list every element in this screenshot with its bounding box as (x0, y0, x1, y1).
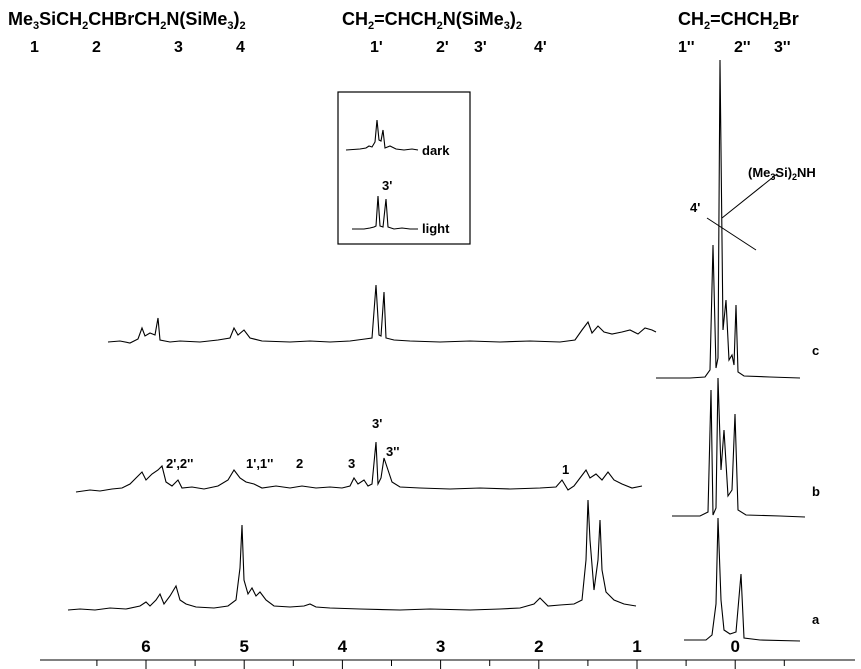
x-axis-tick-label: 5 (239, 637, 248, 656)
inset-label-dark: dark (422, 143, 450, 158)
compound-2-num-1: 1' (370, 39, 383, 56)
x-axis-tick-label: 2 (534, 637, 543, 656)
spectrum-a-trace (67, 499, 637, 611)
compound-2-formula: CH2=CHCH2N(SiMe3)2 (342, 9, 522, 32)
peak-label-3: 3 (348, 456, 355, 471)
spectrum-c-label: c (812, 343, 819, 358)
compound-1-num-4: 4 (236, 39, 245, 56)
peak-label-1: 1 (562, 462, 569, 477)
x-axis-tick-label: 4 (338, 637, 348, 656)
inset-label-3prime: 3' (382, 178, 392, 193)
compound-1-formula: Me3SiCH2CHBrCH2N(SiMe3)2 (8, 9, 246, 32)
compound-1-num-2: 2 (92, 39, 101, 56)
peak-label-2p-2pp: 2',2'' (166, 456, 193, 471)
x-axis-tick-label: 0 (730, 637, 739, 656)
x-axis-tick-label: 3 (436, 637, 445, 656)
peak-label-2: 2 (296, 456, 303, 471)
inset-trace-light (352, 195, 418, 230)
compound-1-num-3: 3 (174, 39, 183, 56)
peak-label-hmds: (Me3Si)2NH (748, 165, 816, 182)
inset-trace-dark (345, 119, 419, 151)
right-trace-c (656, 59, 801, 379)
spectrum-a-label: a (812, 612, 820, 627)
spectrum-c-trace (107, 284, 657, 344)
spectrum-b-trace (75, 441, 643, 493)
compound-2-num-4: 4' (534, 39, 547, 56)
x-axis-ticks (96, 660, 785, 669)
inset-box (337, 91, 471, 245)
peak-label-4prime: 4' (690, 200, 700, 215)
compound-3-num-2: 2'' (734, 39, 751, 56)
right-trace-a (684, 517, 801, 642)
right-trace-b (672, 377, 806, 518)
four-prime-leader-line (706, 217, 757, 251)
compound-1-num-1: 1 (30, 39, 39, 56)
x-axis-tick-labels: 6 5 4 3 2 1 0 (141, 637, 740, 656)
hmds-leader-line (721, 173, 778, 219)
peak-label-3prime: 3' (372, 416, 382, 431)
spectrum-b-label: b (812, 484, 820, 499)
x-axis-tick-label: 6 (141, 637, 150, 656)
compound-3-num-3: 3'' (774, 39, 791, 56)
compound-3-num-1: 1'' (678, 39, 695, 56)
peak-label-1p-1pp: 1',1'' (246, 456, 273, 471)
compound-2-num-2: 2' (436, 39, 449, 56)
inset-label-light: light (422, 221, 450, 236)
compound-3-formula: CH2=CHCH2Br (678, 9, 799, 32)
peak-label-3pp: 3'' (386, 444, 399, 459)
x-axis-tick-label: 1 (632, 637, 641, 656)
compound-2-num-3: 3' (474, 39, 487, 56)
